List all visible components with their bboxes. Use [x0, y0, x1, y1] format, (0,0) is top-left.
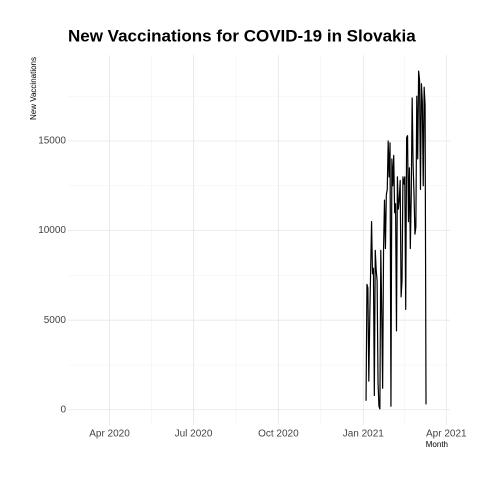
line	[365, 70, 427, 410]
y-tick-label: 15000	[38, 136, 66, 147]
chart-title: New Vaccinations for COVID-19 in Slovaki…	[68, 26, 416, 45]
x-tick-label: Jan 2021	[343, 429, 385, 440]
x-tick-label: Apr 2021	[426, 429, 467, 440]
y-tick-label: 0	[60, 404, 66, 415]
x-tick-label: Jul 2020	[175, 429, 213, 440]
x-tick-label: Oct 2020	[258, 429, 299, 440]
y-tick-label: 5000	[44, 315, 67, 326]
y-tick-label: 10000	[38, 225, 66, 236]
y-axis-title: New Vaccinations	[29, 57, 38, 120]
x-axis-title: Month	[426, 440, 448, 449]
x-tick-label: Apr 2020	[89, 429, 130, 440]
